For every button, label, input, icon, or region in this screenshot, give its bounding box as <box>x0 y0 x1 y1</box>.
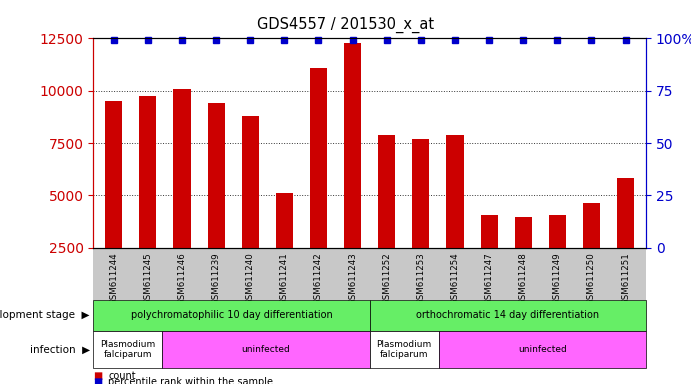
Text: uninfected: uninfected <box>242 345 290 354</box>
Text: Plasmodium
falciparum: Plasmodium falciparum <box>100 340 155 359</box>
Text: percentile rank within the sample: percentile rank within the sample <box>108 377 274 384</box>
Text: ■: ■ <box>93 377 102 384</box>
Bar <box>583 203 600 248</box>
Bar <box>207 103 225 248</box>
Text: development stage  ▶: development stage ▶ <box>0 310 90 320</box>
Bar <box>276 193 293 248</box>
Bar <box>549 215 566 248</box>
Bar <box>242 116 259 248</box>
Text: polychromatophilic 10 day differentiation: polychromatophilic 10 day differentiatio… <box>131 310 332 320</box>
Text: infection  ▶: infection ▶ <box>30 344 90 355</box>
Bar <box>617 177 634 248</box>
Bar <box>413 139 429 248</box>
Text: ■: ■ <box>93 371 102 381</box>
Bar <box>140 96 156 248</box>
Bar <box>480 215 498 248</box>
Bar <box>310 68 327 248</box>
Bar <box>344 43 361 248</box>
Bar <box>105 101 122 248</box>
Text: orthochromatic 14 day differentiation: orthochromatic 14 day differentiation <box>416 310 600 320</box>
Bar <box>378 135 395 248</box>
Bar <box>515 217 532 248</box>
Text: count: count <box>108 371 136 381</box>
Text: GDS4557 / 201530_x_at: GDS4557 / 201530_x_at <box>257 17 434 33</box>
Text: Plasmodium
falciparum: Plasmodium falciparum <box>377 340 432 359</box>
Bar <box>173 89 191 248</box>
Text: uninfected: uninfected <box>518 345 567 354</box>
Bar <box>446 135 464 248</box>
